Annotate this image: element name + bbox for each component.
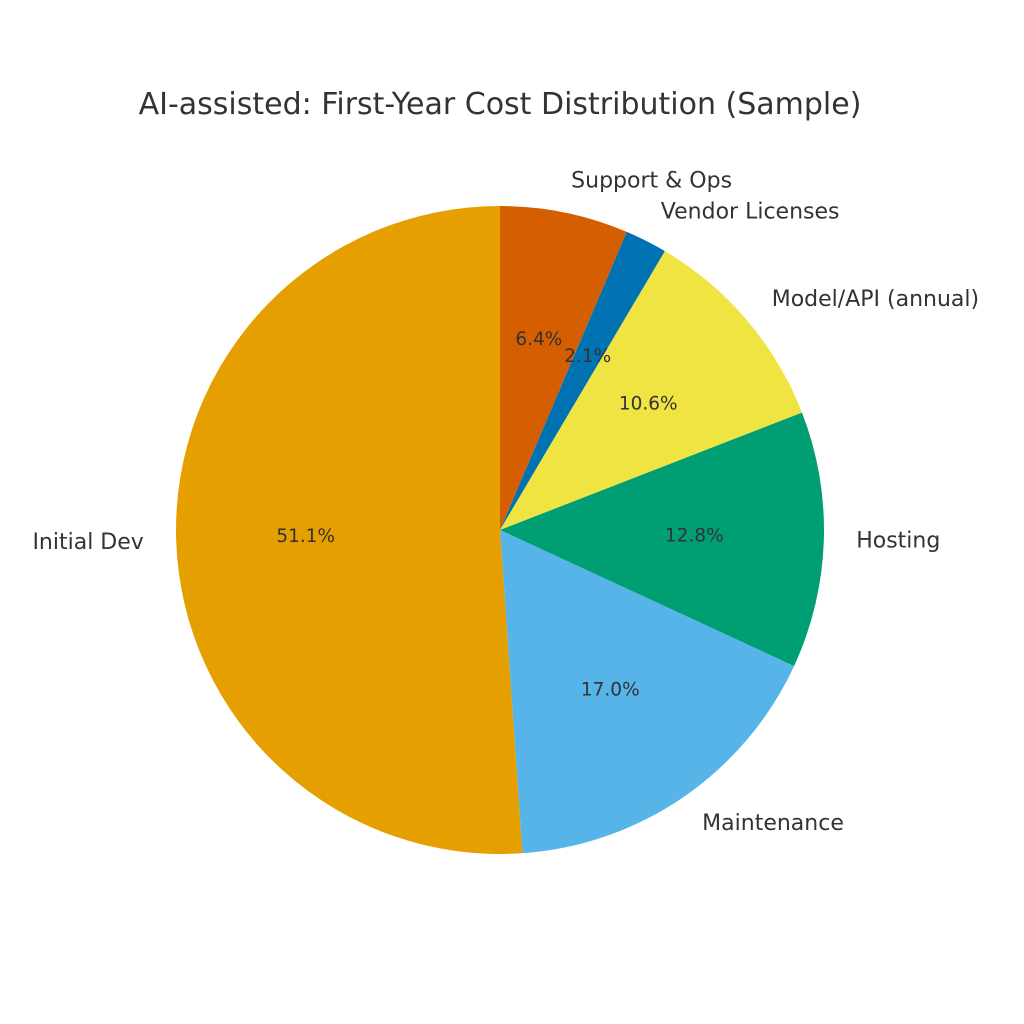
pie-slice-vendor-licenses (500, 231, 665, 530)
labels-group: 6.4% Support & Ops 2.1% Vendor Licenses 10.6… (32, 168, 979, 836)
pct-label-support-ops: 6.4% (515, 329, 562, 350)
pct-label-model-api-annual: 10.6% (619, 394, 678, 415)
slice-label-hosting: Hosting (856, 529, 940, 554)
slice-label-initial-dev: Initial Dev (32, 530, 143, 555)
slice-label-support-ops: Support & Ops (571, 168, 732, 193)
pct-label-maintenance: 17.0% (581, 680, 640, 701)
pie-slice-hosting (500, 412, 824, 667)
chart-title: AI-assisted: First-Year Cost Distributio… (139, 87, 862, 122)
slices-group (175, 206, 824, 855)
pie-slice-initial-dev (175, 206, 523, 855)
pct-label-hosting: 12.8% (665, 526, 724, 547)
pie-slice-support-ops (500, 206, 627, 530)
slice-label-model-api-annual: Model/API (annual) (772, 287, 979, 312)
pct-label-initial-dev: 51.1% (276, 526, 335, 547)
slice-label-vendor-licenses: Vendor Licenses (661, 199, 840, 224)
pie-slice-maintenance (500, 530, 795, 854)
pie-slice-model-api-annual (500, 251, 802, 531)
slice-label-maintenance: Maintenance (702, 811, 844, 836)
pct-label-vendor-licenses: 2.1% (564, 346, 611, 367)
